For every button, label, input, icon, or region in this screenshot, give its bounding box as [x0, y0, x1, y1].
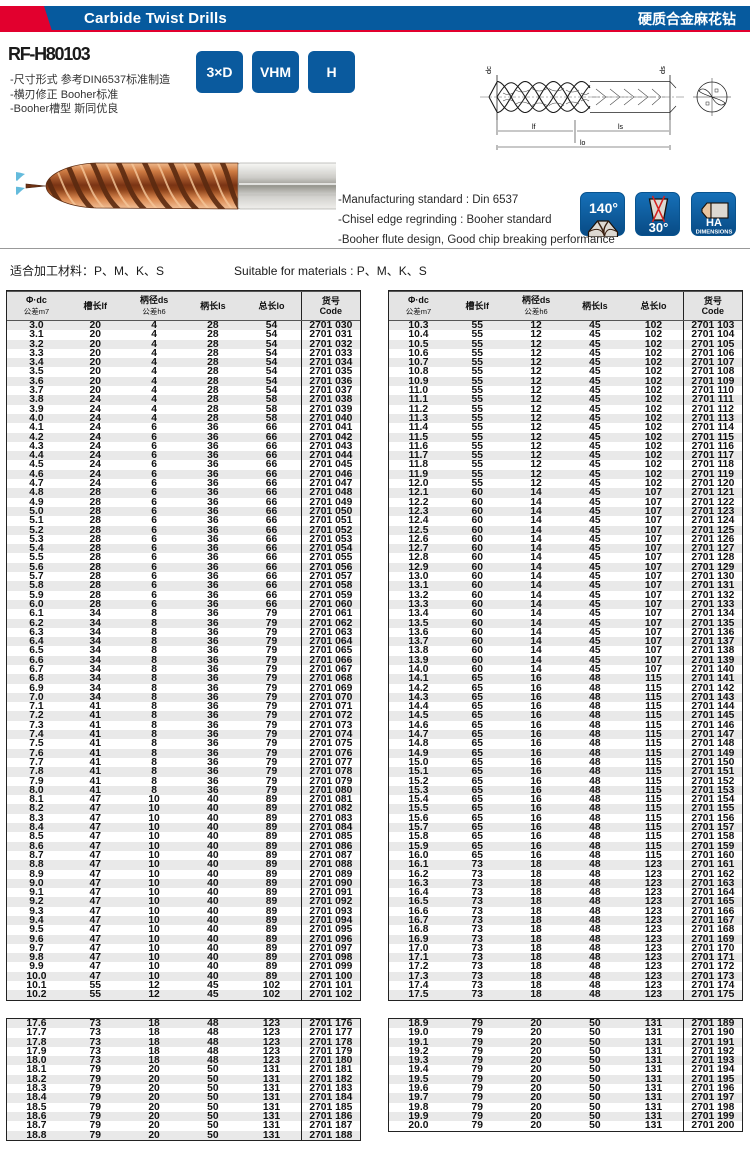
- svg-text:140°: 140°: [589, 200, 618, 216]
- svg-text:30°: 30°: [649, 220, 669, 235]
- svg-text:HA: HA: [706, 217, 722, 229]
- svg-text:lo: lo: [580, 140, 586, 147]
- svg-text:ls: ls: [618, 124, 624, 131]
- svg-text:lf: lf: [532, 124, 536, 131]
- svg-text:ds: ds: [658, 66, 667, 74]
- svg-text:DIMENSIONS: DIMENSIONS: [696, 230, 733, 236]
- svg-text:dc: dc: [484, 66, 493, 74]
